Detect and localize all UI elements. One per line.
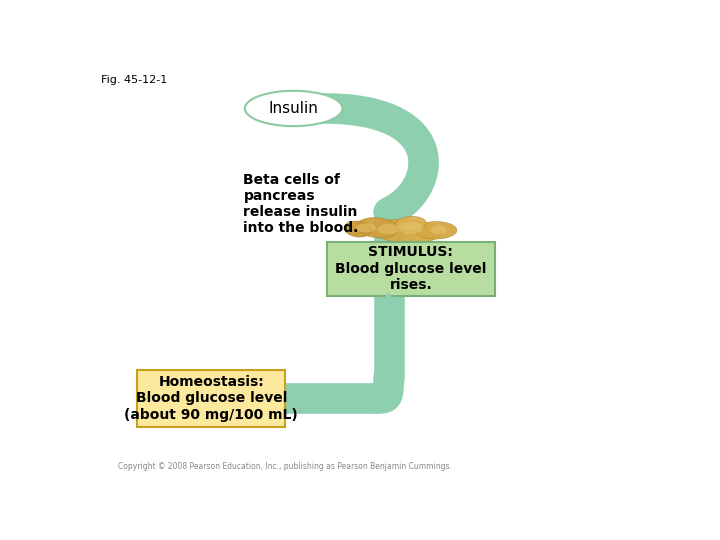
Ellipse shape bbox=[356, 218, 398, 238]
Polygon shape bbox=[377, 217, 401, 232]
Ellipse shape bbox=[245, 91, 343, 126]
Ellipse shape bbox=[344, 221, 372, 237]
Ellipse shape bbox=[398, 222, 423, 234]
Ellipse shape bbox=[377, 224, 400, 234]
Polygon shape bbox=[377, 294, 401, 309]
Text: Beta cells of
pancreas
release insulin
into the blood.: Beta cells of pancreas release insulin i… bbox=[243, 173, 359, 235]
Ellipse shape bbox=[369, 219, 441, 243]
Text: STIMULUS:
Blood glucose level
rises.: STIMULUS: Blood glucose level rises. bbox=[336, 245, 487, 292]
FancyBboxPatch shape bbox=[327, 241, 495, 295]
Ellipse shape bbox=[395, 217, 426, 231]
Ellipse shape bbox=[431, 226, 447, 234]
Ellipse shape bbox=[415, 221, 457, 239]
FancyBboxPatch shape bbox=[138, 370, 285, 427]
Text: Insulin: Insulin bbox=[269, 101, 319, 116]
Text: Homeostasis:
Blood glucose level
(about 90 mg/100 mL): Homeostasis: Blood glucose level (about … bbox=[125, 375, 298, 422]
Text: Copyright © 2008 Pearson Education, Inc., publishing as Pearson Benjamin Cumming: Copyright © 2008 Pearson Education, Inc.… bbox=[118, 462, 452, 471]
Ellipse shape bbox=[356, 223, 376, 232]
Polygon shape bbox=[389, 190, 414, 206]
Text: Fig. 45-12-1: Fig. 45-12-1 bbox=[101, 75, 168, 85]
